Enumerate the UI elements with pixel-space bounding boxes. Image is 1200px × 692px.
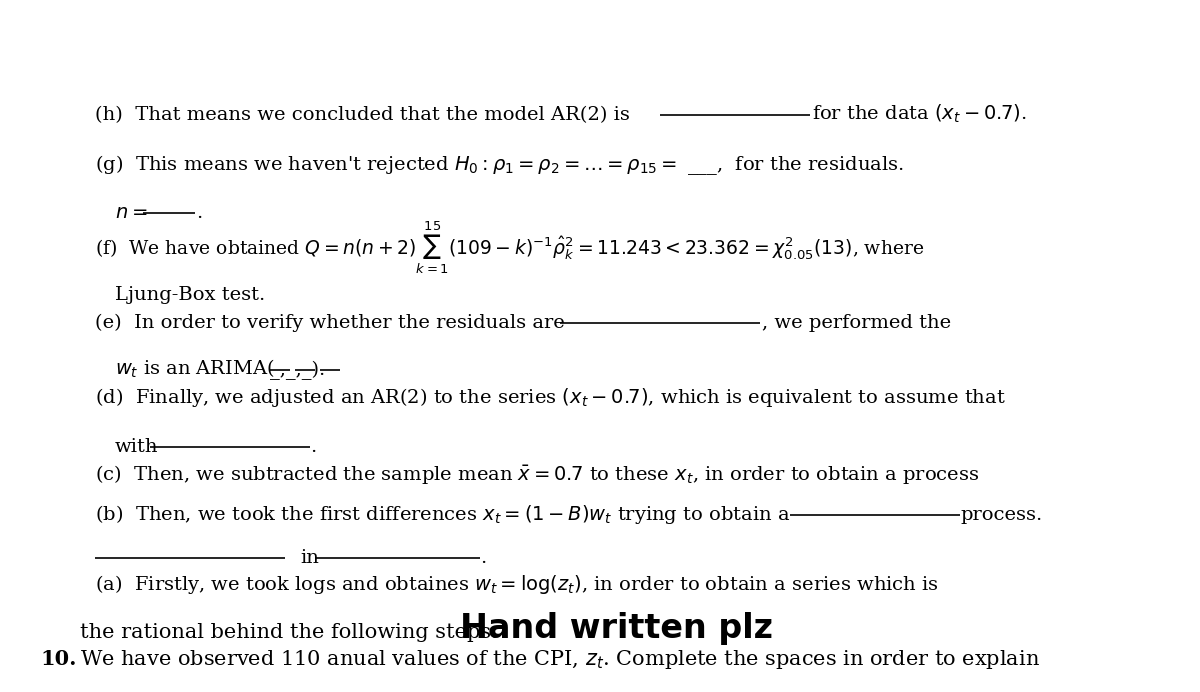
Text: in: in xyxy=(300,549,319,567)
Text: (g)  This means we haven't rejected $H_0: \rho_1 = \rho_2 = \ldots = \rho_{15} =: (g) This means we haven't rejected $H_0:… xyxy=(95,153,904,177)
Text: the rational behind the following steps.: the rational behind the following steps. xyxy=(80,623,498,642)
Text: (b)  Then, we took the first differences $x_t = (1-B)w_t$ trying to obtain a: (b) Then, we took the first differences … xyxy=(95,503,790,526)
Text: , we performed the: , we performed the xyxy=(762,314,952,332)
Text: (e)  In order to verify whether the residuals are: (e) In order to verify whether the resid… xyxy=(95,313,565,332)
Text: We have observed 110 anual values of the CPI, $z_t$. Complete the spaces in orde: We have observed 110 anual values of the… xyxy=(80,648,1040,671)
Text: (h)  That means we concluded that the model AR(2) is: (h) That means we concluded that the mod… xyxy=(95,106,630,124)
Text: .: . xyxy=(310,438,317,456)
Text: .: . xyxy=(480,549,486,567)
Text: _,_,_).: _,_,_). xyxy=(270,361,325,380)
Text: (f)  We have obtained $Q = n(n+2)\sum_{k=1}^{15}(109-k)^{-1}\hat{\rho}_k^2 = 11.: (f) We have obtained $Q = n(n+2)\sum_{k=… xyxy=(95,219,924,276)
Text: .: . xyxy=(196,204,203,222)
Text: process.: process. xyxy=(960,506,1043,524)
Text: (d)  Finally, we adjusted an AR(2) to the series $(x_t -0.7)$, which is equivale: (d) Finally, we adjusted an AR(2) to the… xyxy=(95,386,1006,409)
Text: with: with xyxy=(115,438,158,456)
Text: for the data $(x_t - 0.7)$.: for the data $(x_t - 0.7)$. xyxy=(812,103,1027,125)
Text: $n =$: $n =$ xyxy=(115,204,154,222)
Text: (c)  Then, we subtracted the sample mean $\bar{x} = 0.7$ to these $x_t$, in orde: (c) Then, we subtracted the sample mean … xyxy=(95,463,979,486)
Text: 10.: 10. xyxy=(40,649,77,669)
Text: Ljung-Box test.: Ljung-Box test. xyxy=(115,286,265,304)
Text: Hand written plz: Hand written plz xyxy=(460,612,773,645)
Text: (a)  Firstly, we took logs and obtaines $w_t = \log(z_t)$, in order to obtain a : (a) Firstly, we took logs and obtaines $… xyxy=(95,573,938,596)
Text: $w_t$ is an ARIMA(: $w_t$ is an ARIMA( xyxy=(115,358,275,381)
